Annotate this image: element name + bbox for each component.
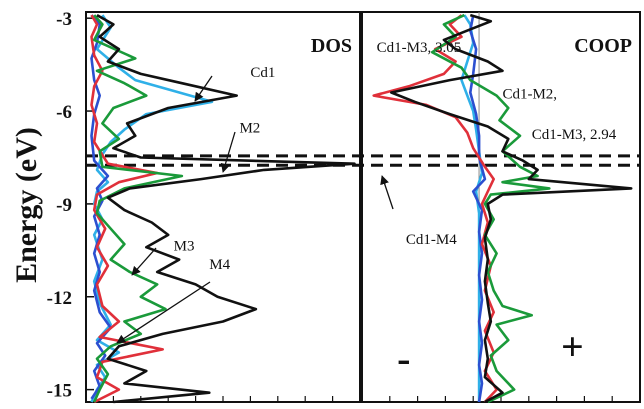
y-tick-label: -9 (56, 195, 72, 216)
sign-label-negative: - (397, 336, 410, 381)
annotation-label: Cd1-M3, 3.05 (377, 40, 462, 56)
series-line-cyan (90, 14, 214, 403)
annotation-arrow (220, 131, 236, 173)
y-tick-label: -12 (47, 288, 72, 309)
annotation-label: M4 (209, 257, 230, 273)
annotation-arrow (116, 281, 211, 344)
y-tick-label: -3 (56, 9, 72, 30)
panel-title-coop: COOP (574, 35, 632, 57)
series-line-black (96, 13, 356, 404)
series-line-black (390, 13, 633, 404)
fermi-level-lines (86, 154, 640, 167)
annotation-label: Cd1 (250, 65, 275, 81)
annotation-label: Cd1-M4 (406, 232, 457, 248)
annotation-layer: Cd1 M2 M3 M4 Cd1-M3, 3.05 Cd1-M2, Cd1-M3, 2.94… (116, 40, 617, 381)
annotation-arrow (131, 247, 157, 276)
annotation-arrow (194, 75, 213, 102)
y-tick-label: -6 (56, 102, 72, 123)
y-tick-label: -15 (47, 381, 72, 402)
annotation-label: Cd1-M3, 2.94 (532, 127, 617, 143)
y-axis-label: Energy (eV) (10, 127, 43, 283)
axes-layer: -3 -6 -9 -12 -15 DOS COOP (47, 9, 641, 403)
sign-label-positive: + (561, 324, 584, 369)
panel-title-dos: DOS (311, 35, 352, 57)
annotation-arrow (380, 175, 394, 210)
annotation-label: M2 (239, 121, 260, 137)
series-line-green (92, 14, 184, 403)
annotation-label: M3 (174, 238, 195, 254)
annotation-label: Cd1-M2, (502, 87, 557, 103)
series-layer (90, 13, 633, 404)
